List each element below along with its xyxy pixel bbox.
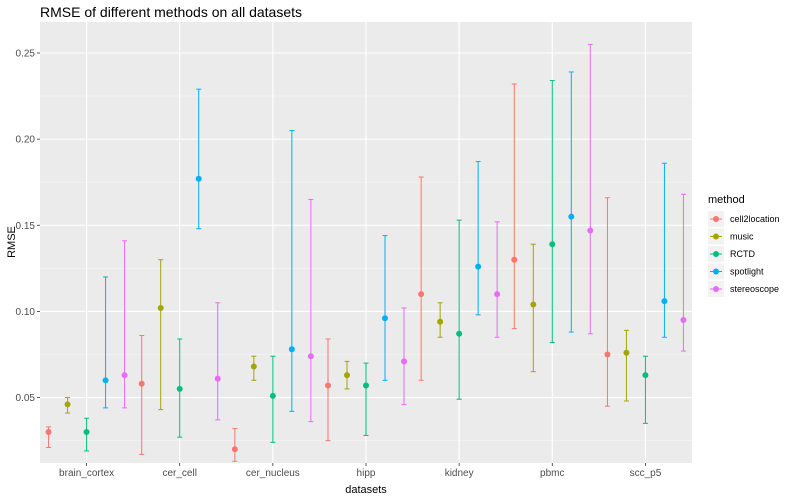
data-point [288, 346, 295, 353]
data-point [511, 256, 518, 263]
data-point [418, 291, 425, 298]
data-point [549, 241, 556, 248]
legend-key-point [713, 286, 719, 292]
y-tick-label: 0.15 [16, 221, 36, 232]
legend-label: cell2location [730, 214, 780, 224]
series-cell2location [45, 83, 611, 462]
data-point [157, 304, 164, 311]
data-point [64, 401, 71, 408]
legend-label: RCTD [730, 249, 755, 259]
legend-key-point [713, 251, 719, 257]
data-point [231, 446, 238, 453]
data-point [214, 375, 221, 382]
data-point [325, 382, 331, 389]
data-point [307, 353, 314, 360]
data-point [680, 317, 687, 324]
data-point [587, 227, 594, 234]
x-tick-label: brain_cortex [59, 468, 114, 479]
legend-item-spotlight: spotlight [708, 263, 764, 280]
data-point [138, 380, 145, 387]
data-point [176, 385, 183, 392]
x-tick-label: cer_cell [162, 468, 196, 479]
data-point [382, 315, 388, 322]
data-point [568, 213, 575, 220]
x-axis-ticks: brain_cortex cer_cell cer_nucleus hipp kidne… [59, 463, 662, 479]
series-music [64, 243, 630, 414]
y-tick-label: 0.10 [16, 307, 36, 318]
data-point [363, 382, 369, 389]
data-point [401, 358, 407, 365]
legend-key-point [713, 216, 719, 222]
data-point [494, 291, 501, 298]
x-tick-label: kidney [445, 468, 474, 479]
legend-key-point [713, 233, 719, 240]
y-axis-ticks: 0.05 0.10 0.15 0.20 0.25 [16, 49, 40, 404]
data-point [437, 318, 444, 325]
legend-title: method [708, 194, 745, 206]
data-point [195, 175, 202, 182]
chart-title: RMSE of different methods on all dataset… [40, 4, 302, 20]
x-tick-label: pbmc [540, 468, 564, 479]
y-tick-label: 0.25 [16, 49, 36, 60]
data-point [642, 372, 649, 379]
x-tick-label: cer_nucleus [246, 468, 300, 479]
chart-marks [45, 43, 687, 462]
legend-item-music: music [708, 228, 754, 245]
data-point [530, 301, 537, 308]
data-point [250, 363, 257, 370]
data-point [102, 377, 109, 384]
series-stereoscope [121, 43, 687, 423]
data-point [83, 428, 90, 435]
legend-item-RCTD: RCTD [708, 246, 755, 262]
legend-label: music [730, 232, 754, 242]
data-point [661, 298, 668, 305]
data-point [45, 428, 52, 435]
data-point [121, 372, 128, 379]
data-point [604, 351, 611, 358]
legend-key-point [713, 268, 719, 275]
y-tick-label: 0.05 [16, 393, 36, 404]
legend-label: stereoscope [730, 284, 779, 294]
data-point [344, 372, 350, 379]
data-point [475, 263, 482, 270]
y-tick-label: 0.20 [16, 135, 36, 146]
series-spotlight [102, 71, 668, 412]
x-axis-title: datasets [345, 484, 387, 496]
x-tick-label: hipp [357, 468, 376, 479]
x-tick-label: scc_p5 [630, 468, 662, 479]
y-axis-title: RMSE [6, 226, 18, 258]
data-point [269, 392, 276, 399]
data-point [456, 330, 463, 337]
series-RCTD [83, 80, 649, 452]
data-point [623, 349, 630, 356]
legend: method cell2location music RCTD spotlight st… [708, 194, 780, 297]
legend-item-cell2location: cell2location [708, 211, 780, 227]
legend-item-stereoscope: stereoscope [708, 281, 779, 297]
legend-label: spotlight [730, 267, 764, 277]
